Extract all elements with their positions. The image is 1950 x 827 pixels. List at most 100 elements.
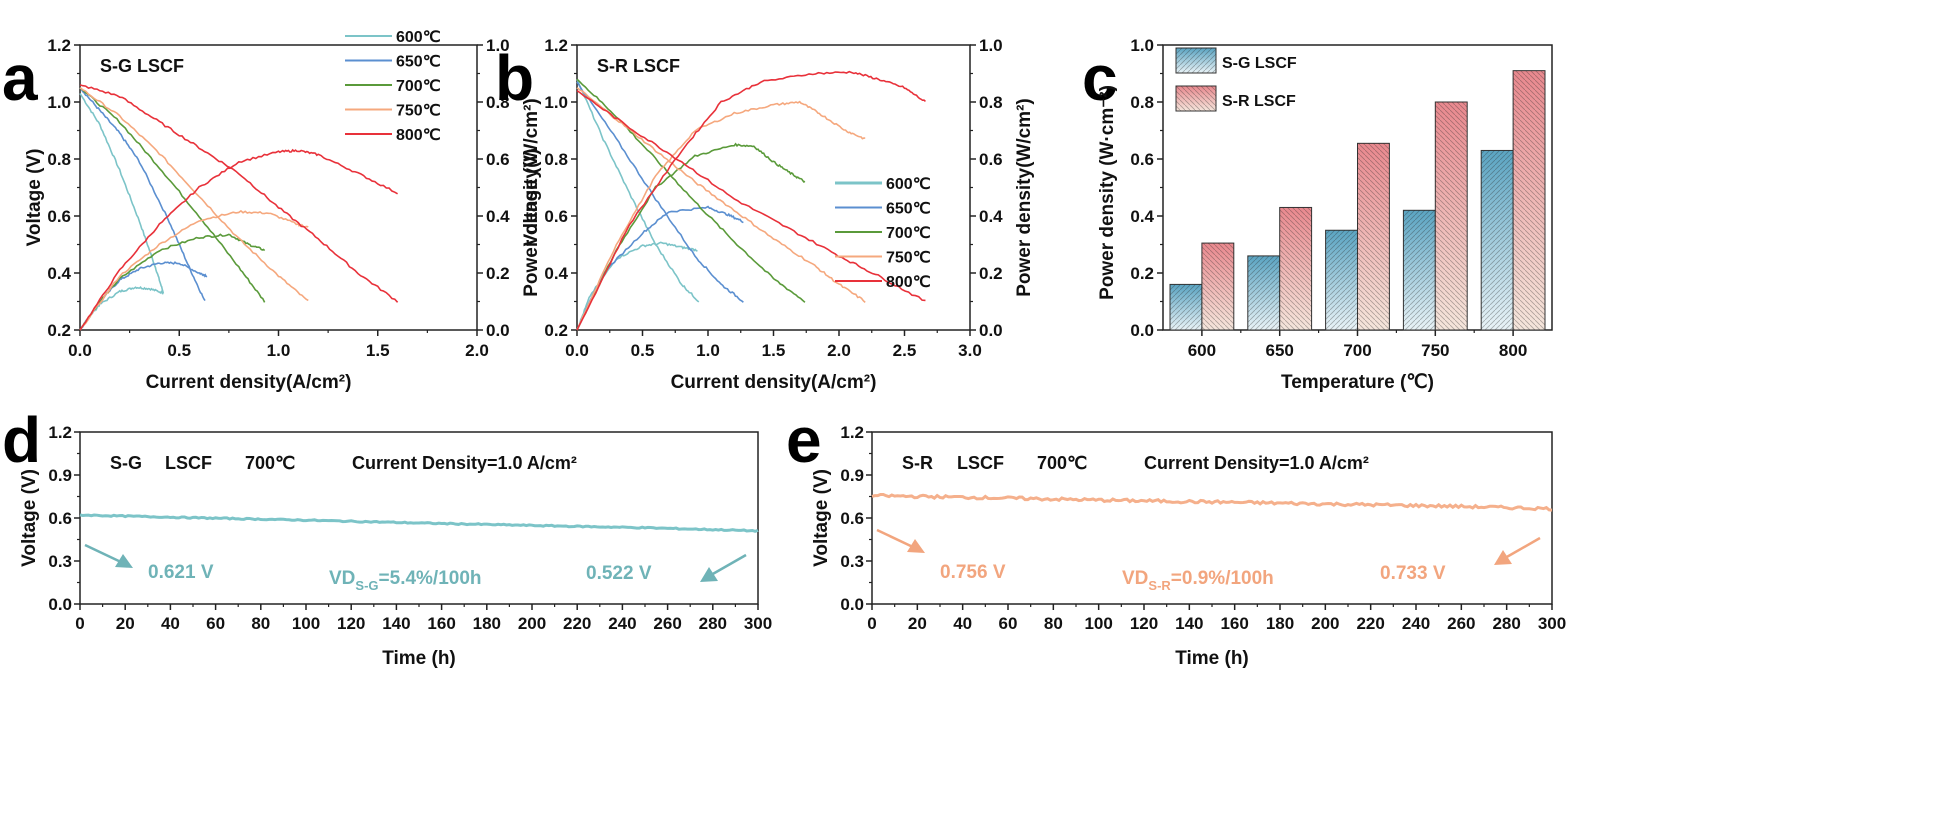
x-tick-label: 0 (867, 614, 876, 633)
legend-label: 600℃ (886, 176, 931, 193)
legend-label: 600℃ (396, 29, 441, 46)
header-annotation: LSCF (165, 453, 212, 473)
bar-hatch (1357, 143, 1390, 330)
iv-curve-650℃ (576, 81, 744, 303)
power-curve-700℃ (576, 142, 806, 331)
y2-tick-label: 0.2 (979, 264, 1003, 283)
panel-c: c 0.0 0.2 0.4 0.6 0.8 1.0 600 650 700 750 800 Temper… (1082, 36, 1553, 393)
y-tick-label: 1.2 (47, 36, 71, 55)
y-tick-label: 0.9 (48, 466, 72, 485)
panel-letter: b (495, 42, 534, 114)
degradation-rate-label: VDS-R=0.9%/100h (1122, 568, 1274, 593)
header-annotation: Current Density=1.0 A/cm² (1144, 453, 1369, 473)
y-tick-label: 0.4 (544, 264, 568, 283)
y-tick-label: 0.0 (48, 595, 72, 614)
x-tick-label: 0.0 (68, 341, 92, 360)
bar-hatch (1201, 243, 1234, 330)
x-tick-label: 40 (953, 614, 972, 633)
x-tick-label: 260 (653, 614, 681, 633)
x-tick-label: 1.5 (762, 341, 786, 360)
x-tick-label: 1.0 (267, 341, 291, 360)
x-tick-label: 180 (1266, 614, 1294, 633)
x-tick-label: 220 (563, 614, 591, 633)
y2-tick-label: 0.0 (979, 321, 1003, 340)
panel-b: b 0.0 0.5 1.0 1.5 2.0 2.5 3.0 0.2 0.4 0.6 0.8 1.0 1.2… (495, 36, 1035, 393)
x-tick-label: 2.0 (827, 341, 851, 360)
legend-swatch-hatch (1176, 48, 1216, 73)
bar-hatch (1325, 230, 1358, 330)
x-axis-title: Current density(A/cm²) (146, 372, 352, 393)
x-tick-label: 300 (1538, 614, 1566, 633)
x-tick-label: 240 (608, 614, 636, 633)
x-tick-label: 650 (1266, 341, 1294, 360)
x-tick-label: 20 (908, 614, 927, 633)
legend-label: 800℃ (886, 274, 931, 291)
power-curve-700℃ (79, 233, 266, 331)
x-tick-label: 1.5 (366, 341, 390, 360)
y-tick-label: 0.2 (1130, 264, 1154, 283)
x-tick-label: 200 (1311, 614, 1339, 633)
power-curve-650℃ (79, 261, 208, 331)
header-annotation: LSCF (957, 453, 1004, 473)
x-tick-label: 200 (518, 614, 546, 633)
iv-curve-800℃ (576, 89, 926, 302)
header-annotation: 700℃ (1037, 453, 1087, 473)
header-annotation: S-R (902, 453, 933, 473)
start-value-label: 0.756 V (940, 562, 1006, 583)
x-tick-label: 100 (292, 614, 320, 633)
sample-label: S-G LSCF (100, 56, 184, 76)
y-tick-label: 0.4 (47, 264, 71, 283)
x-tick-label: 140 (382, 614, 410, 633)
y-tick-label: 0.8 (544, 150, 568, 169)
bar-hatch (1513, 70, 1545, 331)
x-tick-label: 260 (1447, 614, 1475, 633)
y-tick-label: 0.4 (1130, 207, 1154, 226)
rate-suffix: =5.4%/100h (379, 568, 482, 589)
bar-hatch (1247, 255, 1280, 330)
y-tick-label: 1.0 (47, 93, 71, 112)
y-tick-label: 0.9 (840, 466, 864, 485)
iv-curve-600℃ (576, 78, 700, 303)
y-tick-label: 1.0 (544, 93, 568, 112)
power-curve-600℃ (576, 241, 698, 331)
panel-letter: c (1082, 42, 1118, 114)
x-tick-label: 0.0 (565, 341, 589, 360)
y2-tick-label: 0.8 (486, 93, 510, 112)
bar-hatch (1403, 210, 1436, 330)
y2-axis-title: Power density(W/cm²) (521, 98, 542, 296)
x-tick-label: 100 (1084, 614, 1112, 633)
start-arrow (84, 543, 124, 565)
legend-label: 750℃ (886, 250, 931, 267)
power-curve-600℃ (79, 285, 164, 331)
y2-tick-label: 0.6 (486, 150, 510, 169)
y-tick-label: 0.6 (47, 207, 71, 226)
header-annotation: Current Density=1.0 A/cm² (352, 453, 577, 473)
x-tick-label: 750 (1421, 341, 1449, 360)
y-tick-label: 0.6 (1130, 150, 1154, 169)
x-tick-label: 160 (427, 614, 455, 633)
rate-prefix: VD (329, 568, 355, 589)
x-axis-title: Time (h) (382, 648, 456, 669)
header-annotation: S-G (110, 453, 142, 473)
x-tick-label: 0.5 (631, 341, 655, 360)
y-tick-label: 0.6 (840, 509, 864, 528)
bar-hatch (1481, 150, 1514, 330)
iv-curve-650℃ (79, 87, 206, 302)
y-axis-title: Voltage (V) (521, 149, 542, 247)
start-value-label: 0.621 V (148, 562, 214, 583)
y-tick-label: 0.3 (840, 552, 864, 571)
x-tick-label: 800 (1499, 341, 1527, 360)
y-tick-label: 0.3 (48, 552, 72, 571)
x-tick-label: 0.5 (167, 341, 191, 360)
iv-curve-800℃ (79, 84, 399, 303)
start-arrow-head (115, 554, 133, 568)
x-tick-label: 140 (1175, 614, 1203, 633)
start-arrow-head (907, 539, 925, 553)
y-tick-label: 0.0 (1130, 321, 1154, 340)
x-axis-title: Time (h) (1175, 648, 1249, 669)
x-axis-title: Temperature (℃) (1281, 372, 1434, 393)
end-value-label: 0.522 V (586, 563, 652, 584)
power-curve-800℃ (79, 148, 398, 331)
end-arrow (710, 553, 747, 577)
x-tick-label: 120 (1130, 614, 1158, 633)
